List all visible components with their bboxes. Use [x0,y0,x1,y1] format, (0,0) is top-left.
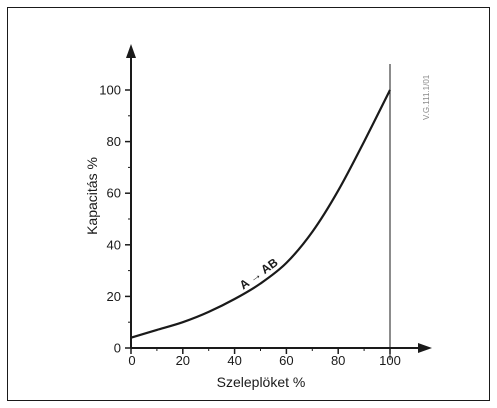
x-axis-arrow [418,343,432,353]
x-tick-label: 0 [128,353,135,368]
tick-labels-group: 0 20 40 60 80 100 0 20 40 60 80 100 [99,83,401,369]
y-tick-label: 0 [114,341,121,356]
series-line [130,89,391,339]
x-tick-label: 20 [176,353,190,368]
y-tick-label: 100 [99,83,121,98]
x-tick-label: 100 [379,353,401,368]
y-tick-label: 40 [107,237,121,252]
x-axis-label: Szeleplöket % [217,374,306,390]
x-tick-label: 40 [227,353,241,368]
ticks-group [125,89,391,354]
drawing-code: V.G.111.1/01 [422,74,431,120]
y-tick-label: 20 [107,289,121,304]
y-tick-label: 60 [107,186,121,201]
y-axis-label: Kapacitás % [84,157,100,235]
y-tick-label: 80 [107,134,121,149]
figure-border [7,7,490,401]
x-tick-label: 80 [331,353,345,368]
y-axis-arrow [126,44,136,58]
x-tick-label: 60 [279,353,293,368]
